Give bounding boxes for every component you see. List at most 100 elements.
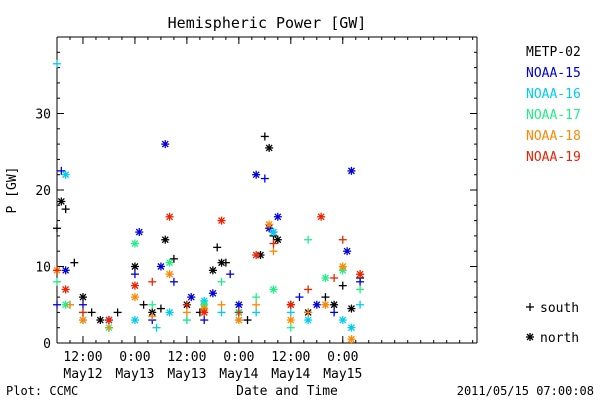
south-point <box>169 254 178 263</box>
north-point <box>330 300 339 309</box>
x-tick-date: May13 <box>115 367 154 382</box>
north-point <box>347 166 356 175</box>
legend-metp-02: METP-02 <box>526 45 581 60</box>
south-point <box>182 316 191 325</box>
north-point <box>252 170 261 179</box>
south-point <box>78 300 87 309</box>
north-point <box>234 300 243 309</box>
x-tick-time: 0:00 <box>119 350 150 365</box>
y-tick-label: 0 <box>43 337 51 352</box>
x-axis-ticks: 12:00 May12 0:00 May13 12:00 May13 0:00 May14 12… <box>56 37 474 382</box>
north-point <box>269 228 278 237</box>
north-point <box>165 270 174 279</box>
south-point <box>304 285 313 294</box>
south-point <box>182 300 191 309</box>
legend-noaa-15: NOAA-15 <box>526 66 581 81</box>
north-point <box>208 289 217 298</box>
south-point <box>260 132 269 141</box>
south-point <box>104 323 113 332</box>
north-point <box>234 316 243 325</box>
y-axis-ticks: 0 10 20 30 <box>35 51 477 352</box>
north-point <box>347 335 356 344</box>
series-noaa-16 <box>53 59 365 332</box>
north-point <box>130 239 139 248</box>
plot-credit: Plot: CCMC <box>6 384 78 398</box>
south-point <box>526 303 534 311</box>
south-point <box>217 277 226 286</box>
north-point <box>187 293 196 302</box>
north-point <box>273 212 282 221</box>
south-point <box>260 174 269 183</box>
x-tick-date: May14 <box>219 367 258 382</box>
south-point <box>200 316 209 325</box>
x-tick-date: May12 <box>63 367 102 382</box>
x-tick-time: 12:00 <box>167 350 206 365</box>
north-point <box>156 262 165 271</box>
south-point <box>234 308 243 317</box>
x-tick-time: 12:00 <box>271 350 310 365</box>
north-point <box>165 212 174 221</box>
north-point <box>130 281 139 290</box>
north-point <box>130 293 139 302</box>
south-point <box>156 304 165 313</box>
south-point <box>338 281 347 290</box>
south-point <box>252 300 261 309</box>
south-point <box>148 300 157 309</box>
north-point <box>338 316 347 325</box>
y-axis-label: P [GW] <box>5 167 20 214</box>
south-point <box>269 239 278 248</box>
south-point <box>286 323 295 332</box>
south-point <box>139 300 148 309</box>
legend-noaa-19: NOAA-19 <box>526 150 581 165</box>
south-point <box>53 266 61 275</box>
south-point <box>169 277 178 286</box>
north-point <box>161 235 170 244</box>
south-point <box>226 270 235 279</box>
x-tick-date: May15 <box>323 367 362 382</box>
y-tick-label: 20 <box>35 184 51 199</box>
north-point <box>104 316 113 325</box>
south-point <box>269 247 278 256</box>
south-point <box>330 308 339 317</box>
south-point <box>182 308 191 317</box>
south-point <box>356 300 365 309</box>
south-point <box>152 323 161 332</box>
plot-frame <box>56 36 478 344</box>
south-point <box>356 285 365 294</box>
north-point <box>135 228 144 237</box>
south-point <box>356 277 365 286</box>
legend-noaa-16: NOAA-16 <box>526 87 581 102</box>
north-point <box>347 304 356 313</box>
x-tick-time: 12:00 <box>63 350 102 365</box>
series-noaa-15 <box>53 140 365 325</box>
north-point <box>317 212 326 221</box>
south-point <box>78 308 87 317</box>
south-point <box>65 300 74 309</box>
x-tick-date: May13 <box>167 367 206 382</box>
north-point <box>338 262 347 271</box>
south-point <box>57 166 66 175</box>
south-point <box>70 258 79 267</box>
north-point <box>252 251 261 260</box>
south-point <box>217 308 226 317</box>
south-point <box>252 308 261 317</box>
south-point <box>321 293 330 302</box>
south-point <box>304 308 313 317</box>
series-noaa-19 <box>53 212 365 325</box>
marker-legend: south north <box>526 301 579 346</box>
south-point <box>113 308 122 317</box>
north-point <box>286 300 295 309</box>
north-point <box>78 293 87 302</box>
north-point <box>61 170 70 179</box>
north-point <box>165 308 174 317</box>
north-point <box>347 323 356 332</box>
series-noaa-18 <box>53 220 365 344</box>
north-point <box>273 235 282 244</box>
north-point <box>130 316 139 325</box>
legend-noaa-18: NOAA-18 <box>526 129 581 144</box>
north-point <box>265 220 274 229</box>
south-point <box>252 293 261 302</box>
south-point <box>243 316 252 325</box>
south-point <box>286 308 295 317</box>
north-point <box>130 262 139 271</box>
